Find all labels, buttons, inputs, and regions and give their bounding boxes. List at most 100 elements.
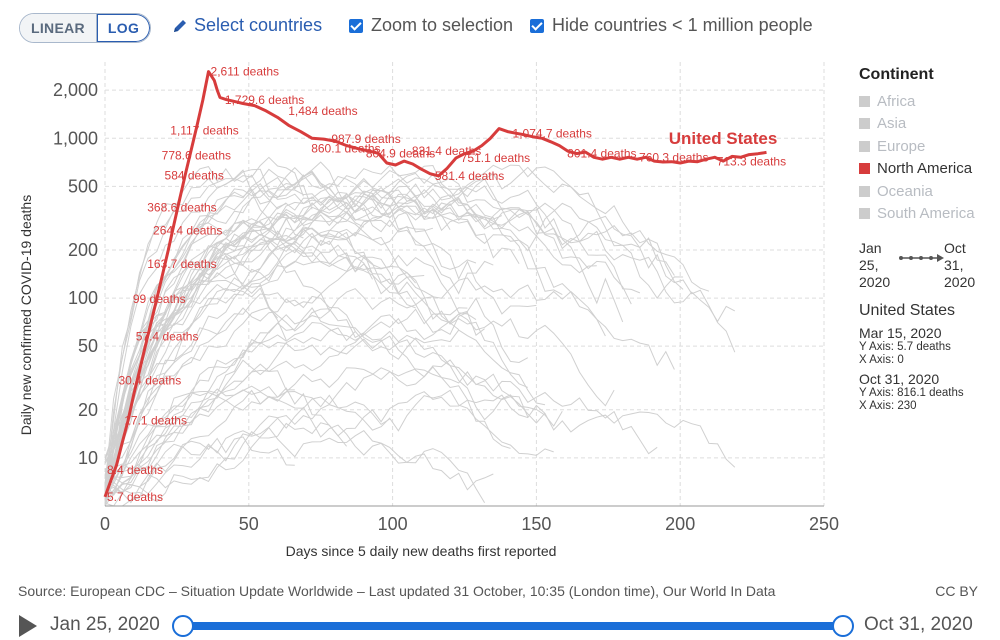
x-tick-label: 150: [521, 514, 551, 534]
background-country-line: [104, 335, 529, 489]
y-tick-label: 10: [78, 448, 98, 468]
data-label: 1,729.6 deaths: [225, 93, 304, 107]
zoom-to-selection-checkbox[interactable]: Zoom to selection: [349, 15, 513, 36]
data-label: 163.7 deaths: [147, 257, 216, 271]
y-tick-label: 50: [78, 336, 98, 356]
background-country-line: [104, 307, 468, 470]
x-tick-label: 100: [378, 514, 408, 534]
checkbox-checked-icon: [530, 18, 544, 33]
legend-item[interactable]: Europe: [859, 135, 999, 158]
checkbox-checked-icon: [349, 18, 363, 33]
legend-item[interactable]: Africa: [859, 90, 999, 113]
background-country-line: [104, 168, 313, 501]
background-country-line: [104, 185, 736, 483]
data-label: 30.4 deaths: [119, 374, 182, 388]
selection-tooltip: United States Mar 15, 2020 Y Axis: 5.7 d…: [859, 302, 999, 413]
legend-item[interactable]: North America: [859, 158, 999, 181]
legend-item[interactable]: Asia: [859, 113, 999, 136]
data-label: 760.3 deaths: [639, 150, 708, 164]
background-country-line: [104, 227, 477, 461]
timeline-start-handle[interactable]: [172, 615, 194, 637]
data-label: 57.4 deaths: [136, 330, 199, 344]
timeline-end-handle[interactable]: [832, 615, 854, 637]
tooltip-end-x: X Axis: 230: [859, 400, 917, 412]
y-tick-label: 200: [68, 240, 98, 260]
data-label: 713.3 deaths: [717, 155, 786, 169]
series-line-united-states[interactable]: [103, 70, 767, 498]
data-label: 584 deaths: [165, 169, 224, 183]
background-country-line: [104, 164, 684, 484]
data-label: 831.4 deaths: [412, 144, 481, 158]
data-label: 778.6 deaths: [162, 149, 231, 163]
background-country-line: [104, 359, 658, 507]
tooltip-country: United States: [859, 302, 956, 319]
x-axis-label: Days since 5 daily new deaths first repo…: [286, 543, 557, 559]
tooltip-end-y: Y Axis: 816.1 deaths: [859, 387, 964, 399]
background-country-line: [104, 327, 563, 495]
background-country-line: [104, 265, 528, 471]
x-tick-label: 250: [809, 514, 839, 534]
select-countries-button[interactable]: Select countries: [172, 15, 322, 36]
tooltip-end-date: Oct 31, 2020: [859, 371, 940, 387]
data-label: 987.9 deaths: [331, 132, 400, 146]
background-country-line: [104, 254, 485, 476]
background-country-line: [104, 169, 624, 484]
background-country-line: [104, 391, 736, 504]
legend-item-label: South America: [877, 205, 975, 223]
background-country-line: [104, 250, 460, 507]
background-country-line: [104, 307, 546, 496]
background-country-line: [104, 194, 563, 507]
background-country-line: [104, 191, 632, 473]
background-country-line: [104, 363, 295, 504]
y-axis-label: Daily new confirmed COVID-19 deaths: [18, 195, 34, 435]
timeline-track[interactable]: [182, 622, 842, 630]
legend-item-label: Oceania: [877, 182, 933, 200]
chart-toolbar: LINEAR LOG Select countries Zoom to sele…: [0, 0, 1000, 56]
range-end: Oct 31, 2020: [944, 240, 984, 291]
data-label: 2,611 deaths: [211, 65, 280, 79]
range-start: Jan 25, 2020: [859, 240, 899, 291]
legend-swatch: [859, 95, 870, 107]
play-icon[interactable]: [19, 615, 37, 637]
data-label: 801.4 deaths: [567, 147, 636, 161]
select-countries-label: Select countries: [194, 15, 323, 35]
zoom-to-selection-label: Zoom to selection: [371, 15, 514, 35]
legend-swatch: [859, 208, 870, 220]
legend-item-label: Europe: [877, 137, 926, 155]
background-country-line: [104, 156, 304, 494]
x-tick-label: 50: [239, 514, 259, 534]
range-end-year: 2020: [944, 274, 976, 290]
timeline: Jan 25, 2020 Oct 31, 2020: [0, 606, 1000, 640]
y-tick-label: 100: [68, 288, 98, 308]
background-country-line: [104, 220, 330, 487]
highlighted-series: United States: [103, 70, 777, 498]
background-country-line: [104, 367, 511, 495]
x-tick-label: 0: [100, 514, 110, 534]
tooltip-start-date: Mar 15, 2020: [859, 325, 942, 341]
legend-item[interactable]: South America: [859, 203, 999, 226]
data-label: 1,484 deaths: [288, 104, 357, 118]
background-country-line: [104, 169, 304, 488]
data-label: 99 deaths: [133, 292, 186, 306]
background-country-line: [104, 292, 356, 498]
background-country-line: [104, 240, 373, 487]
license-link[interactable]: CC BY: [935, 583, 978, 599]
tooltip-start-x: X Axis: 0: [859, 354, 904, 366]
scale-toggle: LINEAR LOG: [19, 13, 152, 43]
log-scale-button[interactable]: LOG: [95, 14, 151, 42]
y-tick-label: 20: [78, 400, 98, 420]
range-end-month-day: Oct 31,: [944, 240, 966, 273]
y-tick-label: 2,000: [53, 80, 98, 100]
legend-swatch: [859, 118, 870, 130]
source-note: Source: European CDC – Situation Update …: [18, 583, 776, 599]
hide-small-countries-checkbox[interactable]: Hide countries < 1 million people: [530, 15, 813, 36]
legend-swatch: [859, 185, 870, 197]
data-label: 860.1 deaths: [311, 142, 380, 156]
background-country-line: [104, 406, 494, 495]
data-label: 5.7 deaths: [107, 490, 163, 504]
linear-scale-button[interactable]: LINEAR: [20, 14, 96, 42]
data-label: 1,117 deaths: [170, 124, 239, 138]
legend-item[interactable]: Oceania: [859, 180, 999, 203]
y-tick-label: 1,000: [53, 128, 98, 148]
